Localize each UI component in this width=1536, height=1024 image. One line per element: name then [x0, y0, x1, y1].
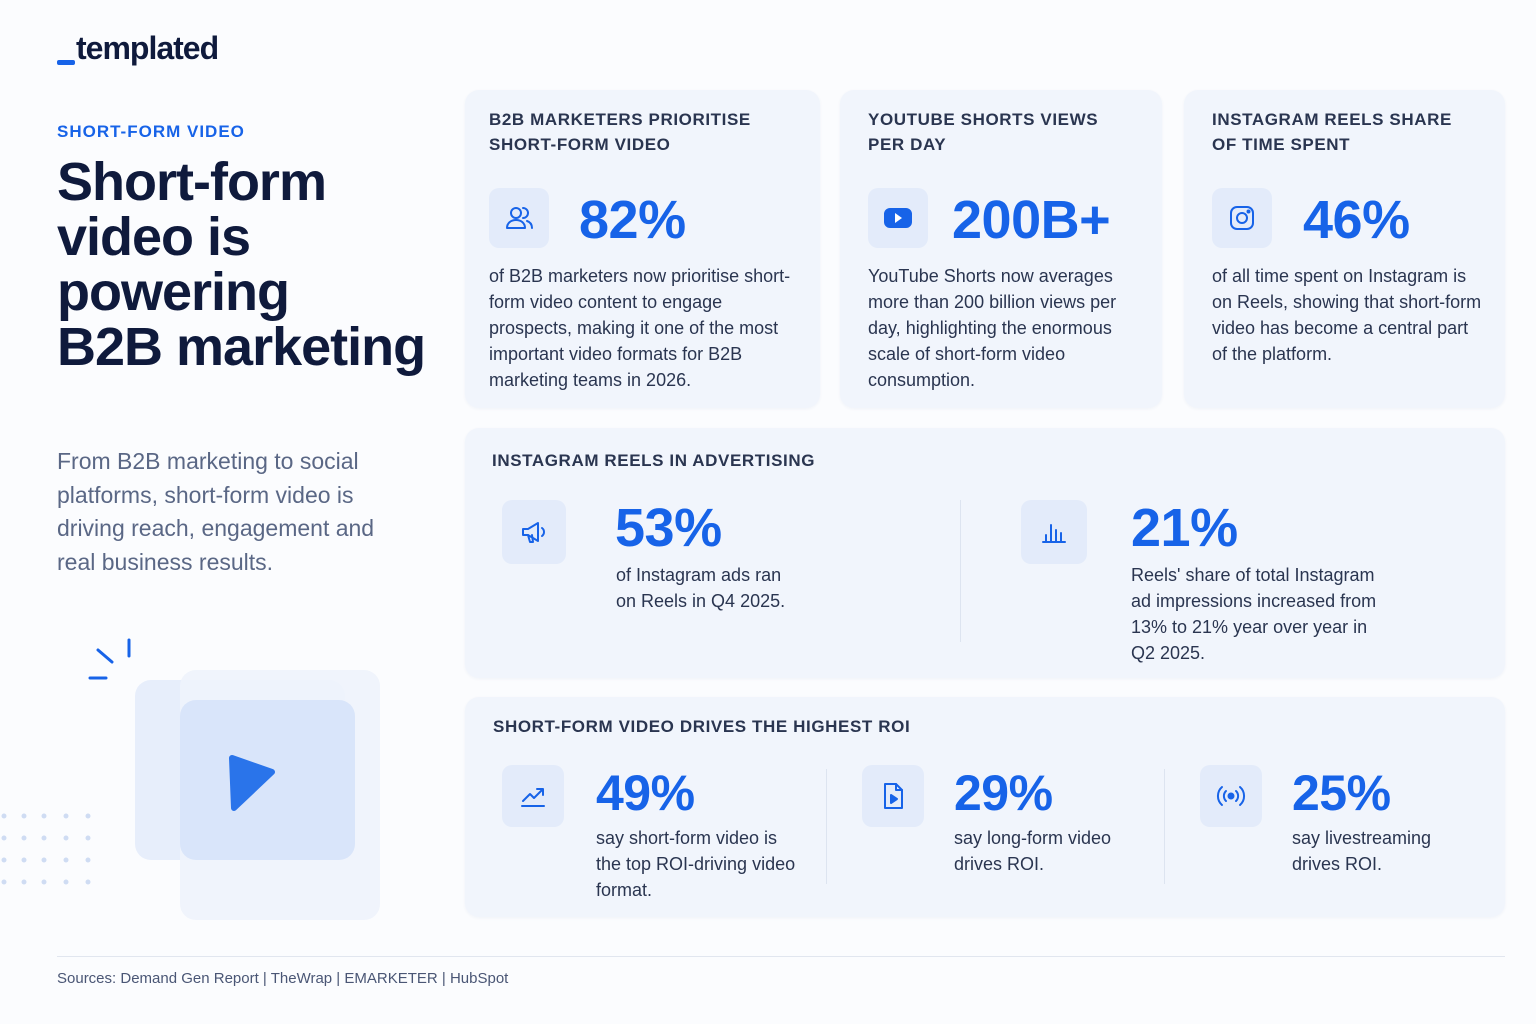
stat-text: say livestreaming drives ROI.	[1292, 828, 1432, 874]
stat-card: B2B MARKETERS PRIORITISE SHORT-FORM VIDE…	[465, 90, 820, 408]
stat-value: 21%	[1131, 498, 1238, 558]
stat-text: of Instagram ads ran on Reels in Q4 2025…	[616, 565, 786, 611]
illustration	[1, 638, 380, 920]
stat-value: 25%	[1292, 765, 1391, 821]
instagram-icon	[1230, 206, 1254, 230]
icon	[502, 500, 566, 564]
stat-value: 29%	[954, 765, 1053, 821]
stat-value: 200B+	[952, 190, 1111, 250]
broadcast-icon	[1216, 786, 1246, 806]
icon	[489, 188, 549, 248]
headline-line: powering	[57, 262, 290, 322]
icon	[502, 765, 564, 827]
card-title: INSTAGRAM REELS SHARE OF TIME SPENT	[1212, 110, 1452, 154]
card-title: B2B MARKETERS PRIORITISE SHORT-FORM VIDE…	[489, 110, 751, 154]
stat-value: 46%	[1303, 190, 1410, 250]
stat-text: Reels' share of total Instagram ad impre…	[1131, 565, 1377, 663]
headline-line: Short-form	[57, 152, 327, 212]
users-icon	[506, 207, 533, 229]
headline-line: B2B marketing	[57, 317, 426, 377]
stat-text: of all time spent on Instagram is on Ree…	[1212, 266, 1482, 364]
stat-value: 82%	[579, 190, 686, 250]
card-title: YOUTUBE SHORTS VIEWS PER DAY	[868, 110, 1099, 154]
reels-ads-card: INSTAGRAM REELS IN ADVERTISING 53% of In…	[465, 428, 1505, 678]
headline-line: video is	[57, 207, 251, 267]
stat-text: say long-form video drives ROI.	[954, 828, 1112, 874]
eyebrow: SHORT-FORM VIDEO	[57, 122, 245, 141]
stat-value: 49%	[596, 765, 695, 821]
footer-rule	[57, 956, 1505, 957]
sources: Sources: Demand Gen Report | TheWrap | E…	[57, 970, 509, 987]
divider	[1164, 769, 1165, 884]
file-video-icon	[884, 783, 903, 809]
headline: Short-form video is powering B2B marketi…	[57, 152, 426, 377]
stat-card: INSTAGRAM REELS SHARE OF TIME SPENT 46% …	[1184, 90, 1505, 408]
divider	[960, 500, 961, 642]
stat-card: YOUTUBE SHORTS VIEWS PER DAY 200B+ YouTu…	[840, 90, 1162, 408]
megaphone-icon	[522, 522, 545, 543]
stat-text: say short-form video is the top ROI-driv…	[596, 828, 796, 900]
icon	[1212, 188, 1272, 248]
card-title: SHORT-FORM VIDEO DRIVES THE HIGHEST ROI	[493, 717, 911, 736]
icon	[1021, 500, 1087, 564]
intro: From B2B marketing to social platforms, …	[57, 448, 375, 575]
stat-value: 53%	[615, 498, 722, 558]
logo-mark	[57, 60, 75, 65]
icon	[868, 188, 928, 248]
icon	[862, 765, 924, 827]
trend-icon	[521, 788, 545, 807]
stat-text: of B2B marketers now prioritise short-fo…	[489, 266, 791, 390]
logo: templated	[76, 30, 219, 66]
bar-icon	[1042, 524, 1066, 543]
stat-text: YouTube Shorts now averages more than 20…	[868, 266, 1117, 390]
divider	[826, 769, 827, 884]
youtube-icon	[884, 208, 912, 228]
icon	[1200, 765, 1262, 827]
card-title: INSTAGRAM REELS IN ADVERTISING	[492, 451, 816, 470]
roi-card: SHORT-FORM VIDEO DRIVES THE HIGHEST ROI …	[465, 697, 1505, 917]
